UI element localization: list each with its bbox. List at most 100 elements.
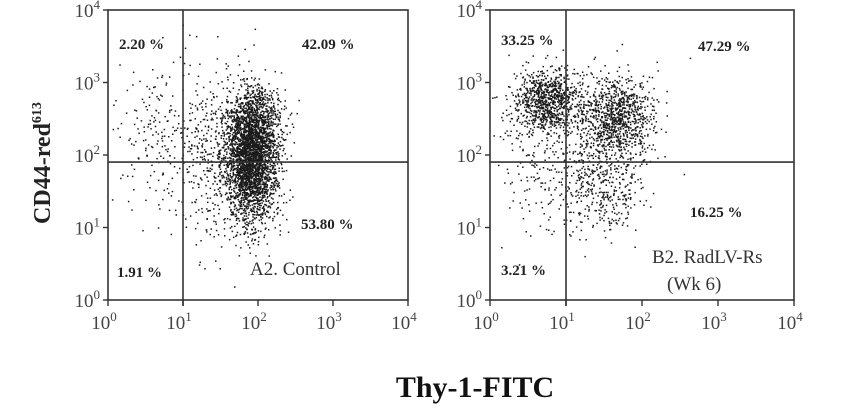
event-dot (254, 170, 257, 173)
event-dot (249, 220, 251, 223)
event-dot (540, 120, 542, 122)
event-dot (119, 64, 121, 66)
event-dot (237, 147, 240, 149)
event-dot (250, 182, 252, 184)
event-dot (554, 96, 557, 99)
event-dot (239, 148, 242, 151)
event-dot (246, 228, 248, 231)
event-dot (243, 125, 246, 128)
event-dot (266, 144, 269, 147)
event-dot (265, 188, 268, 190)
event-dot (238, 193, 240, 196)
event-dot (257, 151, 260, 154)
event-dot (230, 192, 232, 194)
event-dot (249, 205, 251, 207)
event-dot (272, 121, 274, 123)
event-dot (272, 118, 275, 120)
event-dot (202, 158, 204, 161)
event-dot (542, 124, 544, 126)
event-dot (266, 105, 268, 107)
event-dot (247, 140, 249, 142)
event-dot (549, 110, 551, 112)
event-dot (243, 150, 246, 153)
event-dot (246, 188, 249, 191)
event-dot (260, 100, 263, 102)
event-dot (229, 192, 231, 195)
event-dot (250, 128, 252, 131)
event-dot (252, 100, 254, 102)
event-dot (265, 124, 268, 127)
event-dot (613, 99, 616, 101)
event-dot (238, 168, 241, 170)
event-dot (622, 121, 625, 123)
event-dot (256, 141, 258, 143)
event-dot (263, 172, 266, 174)
event-dot (205, 102, 207, 105)
event-dot (531, 90, 533, 92)
event-dot (244, 165, 246, 168)
event-dot (244, 119, 247, 122)
event-dot (533, 87, 536, 89)
event-dot (277, 158, 280, 160)
event-dot (532, 71, 535, 74)
event-dot (226, 99, 228, 101)
event-dot (628, 127, 630, 130)
event-dot (243, 118, 245, 120)
event-dot (224, 222, 226, 224)
event-dot (206, 119, 209, 121)
event-dot (243, 205, 246, 207)
event-dot (246, 155, 249, 157)
event-dot (250, 107, 253, 109)
event-dot (226, 101, 228, 103)
event-dot (240, 201, 242, 203)
event-dot (242, 150, 245, 153)
event-dot (206, 231, 208, 233)
event-dot (232, 212, 234, 214)
event-dot (281, 170, 284, 173)
event-dot (545, 99, 547, 101)
event-dot (540, 124, 543, 126)
event-dot (538, 98, 540, 101)
event-dot (245, 168, 248, 170)
event-dot (264, 155, 266, 157)
event-dot (236, 109, 239, 112)
event-dot (230, 111, 233, 113)
event-dot (533, 95, 536, 97)
event-dot (238, 164, 240, 166)
event-dot (531, 90, 534, 92)
event-dot (249, 172, 251, 174)
event-dot (245, 125, 247, 127)
event-dot (277, 183, 279, 185)
event-dot (236, 158, 238, 160)
event-dot (558, 105, 560, 107)
event-dot (273, 130, 275, 132)
event-dot (248, 181, 251, 183)
event-dot (268, 140, 270, 143)
event-dot (255, 104, 257, 106)
event-dot (255, 164, 258, 166)
event-dot (654, 132, 657, 134)
event-dot (247, 132, 250, 135)
event-dot (183, 162, 185, 164)
event-dot (525, 109, 527, 111)
event-dot (219, 105, 221, 108)
event-dot (261, 107, 264, 109)
event-dot (256, 184, 258, 186)
event-dot (258, 137, 261, 139)
event-dot (252, 213, 255, 216)
event-dot (257, 126, 259, 128)
event-dot (550, 107, 552, 109)
event-dot (195, 35, 198, 38)
event-dot (592, 178, 595, 180)
event-dot (256, 214, 258, 216)
event-dot (252, 219, 254, 221)
event-dot (583, 103, 585, 106)
event-dot (260, 128, 262, 131)
event-dot (259, 206, 261, 209)
event-dot (261, 137, 263, 140)
event-dot (256, 158, 259, 161)
event-dot (254, 116, 257, 119)
event-dot (563, 77, 565, 80)
event-dot (250, 174, 252, 177)
event-dot (560, 100, 563, 102)
